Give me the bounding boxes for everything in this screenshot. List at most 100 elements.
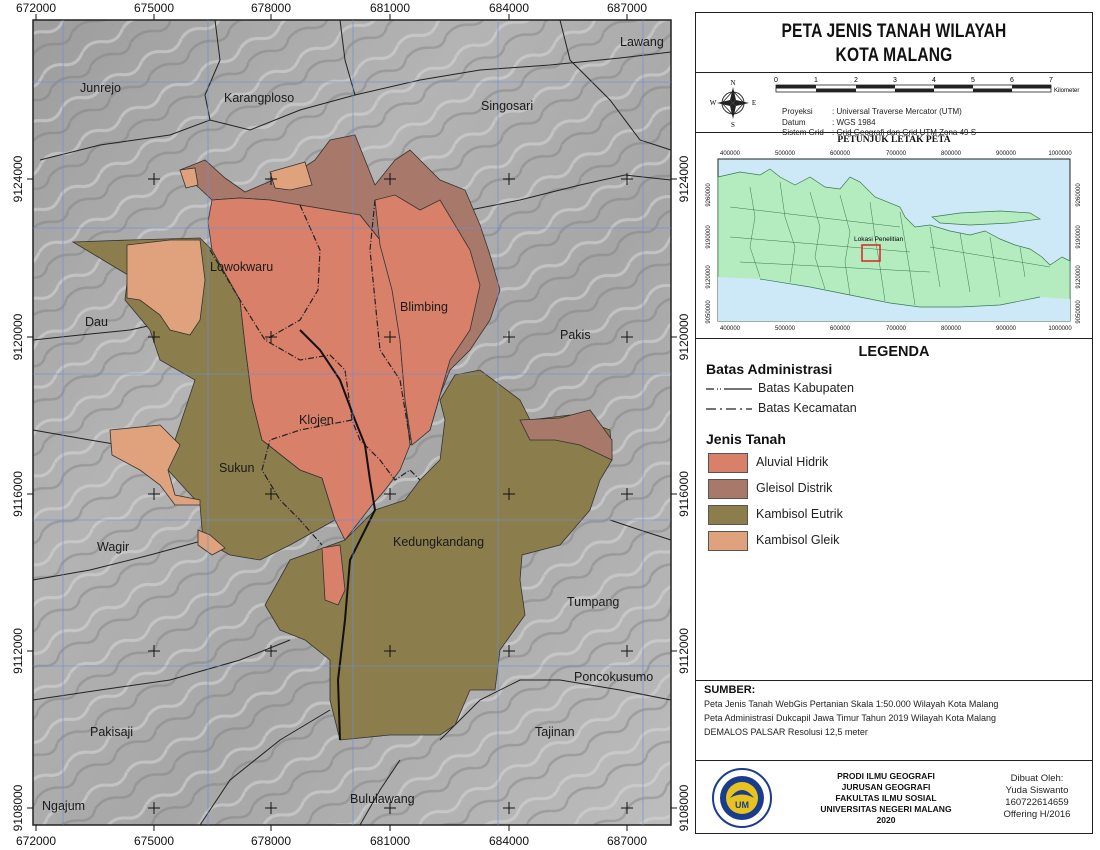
- y-tick-left: 9120000: [11, 313, 25, 360]
- compass-e: E: [752, 99, 756, 107]
- source-line: Peta Jenis Tanah WebGis Pertanian Skala …: [704, 699, 999, 709]
- title-box: PETA JENIS TANAH WILAYAH KOTA MALANG: [696, 13, 1092, 73]
- inset-map: Lokasi Penelitian 400000 500000 600000 7…: [706, 151, 1082, 332]
- compass-rose-icon: N S E W: [710, 79, 756, 129]
- soil-map-svg: 672000 675000 678000 681000 684000 68700…: [11, 1, 690, 848]
- legend-swatch: [708, 505, 748, 525]
- scale-tick: 7: [1049, 77, 1053, 84]
- frame-ticks: [27, 14, 677, 831]
- inset-y-tick: 9260000: [706, 183, 712, 207]
- y-tick-left: 9112000: [11, 628, 25, 674]
- soil-kambisol-eutrik-east: [264, 369, 613, 741]
- x-tick-bottom: 675000: [134, 834, 174, 848]
- inset-location-label: Lokasi Penelitian: [854, 236, 904, 243]
- soil-kambisol-gleik-west: [126, 239, 206, 336]
- x-tick-top: 681000: [370, 1, 410, 15]
- soil-gleisol-distrik-east: [519, 409, 613, 461]
- inset-x-tick: 600000: [830, 151, 851, 157]
- projection-row: Proyeksi: Universal Traverse Mercator (U…: [782, 107, 962, 116]
- scale-bar: 0 1 2 3 4 5 6 7 Kilometer: [774, 77, 1079, 94]
- place-label-lawang: Lawang: [620, 35, 664, 49]
- x-tick-bottom: 681000: [370, 834, 410, 848]
- inset-x-tick: 700000: [886, 151, 907, 157]
- legend-swatch: [708, 453, 748, 473]
- place-label-poncokusumo: Poncokusumo: [574, 670, 653, 684]
- legend-title: LEGENDA: [858, 344, 930, 360]
- place-label-tajinan: Tajinan: [535, 725, 575, 739]
- place-label-pakisaji: Pakisaji: [90, 725, 133, 739]
- inset-x-tick: 400000: [720, 151, 741, 157]
- location-inset-box: PETUNJUK LETAK PETA Lokasi Penelitian 40…: [696, 133, 1092, 339]
- x-tick-top: 672000: [16, 1, 56, 15]
- y-tick-left: 9108000: [11, 784, 25, 831]
- inset-x-tick: 900000: [996, 151, 1017, 157]
- sources-box: SUMBER: Peta Jenis Tanah WebGis Pertania…: [696, 681, 1092, 761]
- author-line: 160722614659: [1005, 797, 1069, 808]
- x-tick-bottom: 672000: [16, 834, 56, 848]
- inset-x-tick-bottom: 800000: [941, 326, 962, 332]
- place-label-blimbing: Blimbing: [400, 300, 448, 314]
- inset-y-tick-right: 9050000: [1076, 300, 1082, 324]
- y-tick-left: 9124000: [11, 155, 25, 202]
- scale-tick: 0: [774, 77, 778, 84]
- institution-line: FAKULTAS ILMU SOSIAL: [835, 793, 937, 803]
- inset-x-tick: 800000: [941, 151, 962, 157]
- place-label-karangploso: Karangploso: [224, 91, 294, 105]
- projection-info-box: N S E W 0 1 2 3 4 5 6 7 Kilometer Proyek…: [696, 73, 1092, 137]
- place-label-dau: Dau: [85, 315, 108, 329]
- source-line: Peta Administrasi Dukcapil Jawa Timur Ta…: [704, 713, 996, 723]
- author-line: Offering H/2016: [1003, 809, 1071, 820]
- scale-tick: 1: [814, 77, 818, 84]
- inset-x-tick-bottom: 500000: [775, 326, 796, 332]
- soil-map: 672000 675000 678000 681000 684000 68700…: [11, 1, 690, 848]
- inset-y-tick: 9120000: [706, 265, 712, 289]
- place-label-tumpang: Tumpang: [567, 595, 619, 609]
- logo-text: UM: [735, 800, 749, 810]
- scale-tick: 5: [971, 77, 975, 84]
- scale-tick: 4: [932, 77, 936, 84]
- grid-system-key: Sistem Grid: [782, 128, 824, 137]
- legend-swatch: [708, 531, 748, 551]
- place-label-sukun: Sukun: [219, 461, 254, 475]
- scale-tick: 3: [893, 77, 897, 84]
- scale-tick: 6: [1010, 77, 1014, 84]
- source-line: DEMALOS PALSAR Resolusi 12,5 meter: [704, 727, 868, 737]
- legend-label: Kambisol Eutrik: [756, 507, 843, 521]
- legend-box: LEGENDA Batas Administrasi Batas Kabupat…: [696, 339, 1092, 681]
- place-label-junrejo: Junrejo: [80, 81, 121, 95]
- legend-label: Kambisol Gleik: [756, 533, 840, 547]
- study-area-marker: [861, 244, 881, 262]
- credits-box: UM PRODI ILMU GEOGRAFI JURUSAN GEOGRAFI …: [696, 761, 1092, 833]
- utm-grid-crosses: [148, 173, 633, 814]
- institution-line: JURUSAN GEOGRAFI: [841, 782, 931, 792]
- inset-y-tick-right: 9120000: [1076, 265, 1082, 289]
- district-line-icon: [706, 408, 752, 410]
- map-neatline: [32, 19, 672, 826]
- inset-x-tick: 500000: [775, 151, 796, 157]
- compass-s: S: [731, 121, 735, 129]
- compass-n: N: [730, 79, 735, 87]
- x-tick-top: 675000: [134, 1, 174, 15]
- place-label-klojen: Klojen: [299, 413, 334, 427]
- y-tick-right: 9108000: [677, 784, 690, 831]
- x-tick-top: 678000: [251, 1, 291, 15]
- map-title-line2: KOTA MALANG: [835, 45, 953, 66]
- place-label-singosari: Singosari: [481, 99, 533, 113]
- soil-aluvial-hidrik-blimbing: [374, 194, 481, 446]
- x-tick-bottom: 684000: [489, 834, 529, 848]
- y-tick-right: 9124000: [677, 155, 690, 202]
- author-line: Yuda Siswanto: [1005, 785, 1069, 796]
- soil-kambisol-gleik-southwest: [109, 424, 201, 506]
- place-label-ngajum: Ngajum: [42, 799, 85, 813]
- legend-label: Gleisol Distrik: [756, 481, 833, 495]
- grid-lines: [33, 20, 671, 825]
- x-tick-bottom: 678000: [251, 834, 291, 848]
- place-label-lowokwaru: Lowokwaru: [210, 260, 273, 274]
- inset-x-tick-bottom: 1000000: [1048, 326, 1072, 332]
- institution-line: UNIVERSITAS NEGERI MALANG: [820, 804, 952, 814]
- map-title-line1: PETA JENIS TANAH WILAYAH: [781, 21, 1007, 42]
- soil-aluvial-hidrik-south: [321, 544, 346, 606]
- inset-y-tick-right: 9260000: [1076, 183, 1082, 207]
- compass-w: W: [710, 99, 717, 107]
- soil-aluvial-hidrik-central: [207, 197, 411, 541]
